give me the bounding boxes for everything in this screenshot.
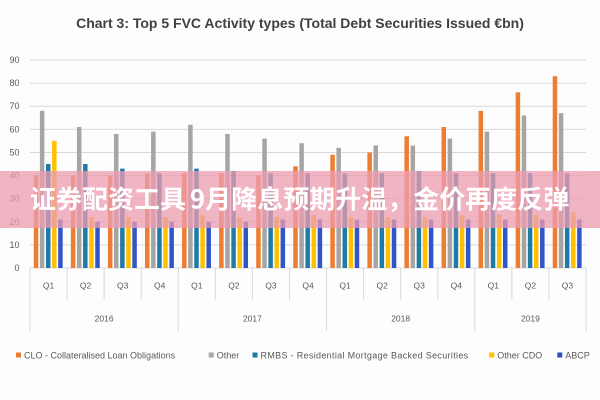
svg-text:2017: 2017 [243,314,262,324]
svg-text:Q3: Q3 [117,281,129,291]
svg-text:Q4: Q4 [154,281,166,291]
svg-text:Q4: Q4 [451,281,463,291]
svg-text:Chart 3: Top 5 FVC Activity ty: Chart 3: Top 5 FVC Activity types (Total… [76,15,524,31]
svg-text:90: 90 [9,55,19,65]
svg-text:2019: 2019 [521,314,540,324]
svg-text:50: 50 [9,147,19,157]
svg-text:RMBS - Residential Mortgage Ba: RMBS - Residential Mortgage Backed Secur… [261,351,469,361]
svg-text:ABCP: ABCP [565,351,590,361]
svg-text:Q1: Q1 [339,281,351,291]
svg-text:Q2: Q2 [80,281,92,291]
svg-text:0: 0 [14,263,19,273]
svg-text:60: 60 [9,124,19,134]
svg-text:70: 70 [9,101,19,111]
svg-text:Q1: Q1 [191,281,203,291]
svg-text:Other CDO: Other CDO [497,351,542,361]
svg-text:2018: 2018 [391,314,410,324]
svg-text:Q1: Q1 [43,281,55,291]
svg-text:Q2: Q2 [228,281,240,291]
svg-text:Q3: Q3 [562,281,574,291]
svg-text:10: 10 [9,240,19,250]
svg-text:Q1: Q1 [488,281,500,291]
svg-text:80: 80 [9,78,19,88]
svg-text:Q2: Q2 [376,281,388,291]
svg-text:Other: Other [217,351,240,361]
svg-text:2016: 2016 [95,314,114,324]
svg-text:Q2: Q2 [525,281,537,291]
svg-text:CLO - Collateralised Loan Obl: CLO - Collateralised Loan Obligations [24,351,176,361]
svg-text:Q4: Q4 [302,281,314,291]
svg-text:Q3: Q3 [414,281,426,291]
svg-text:Q3: Q3 [265,281,277,291]
